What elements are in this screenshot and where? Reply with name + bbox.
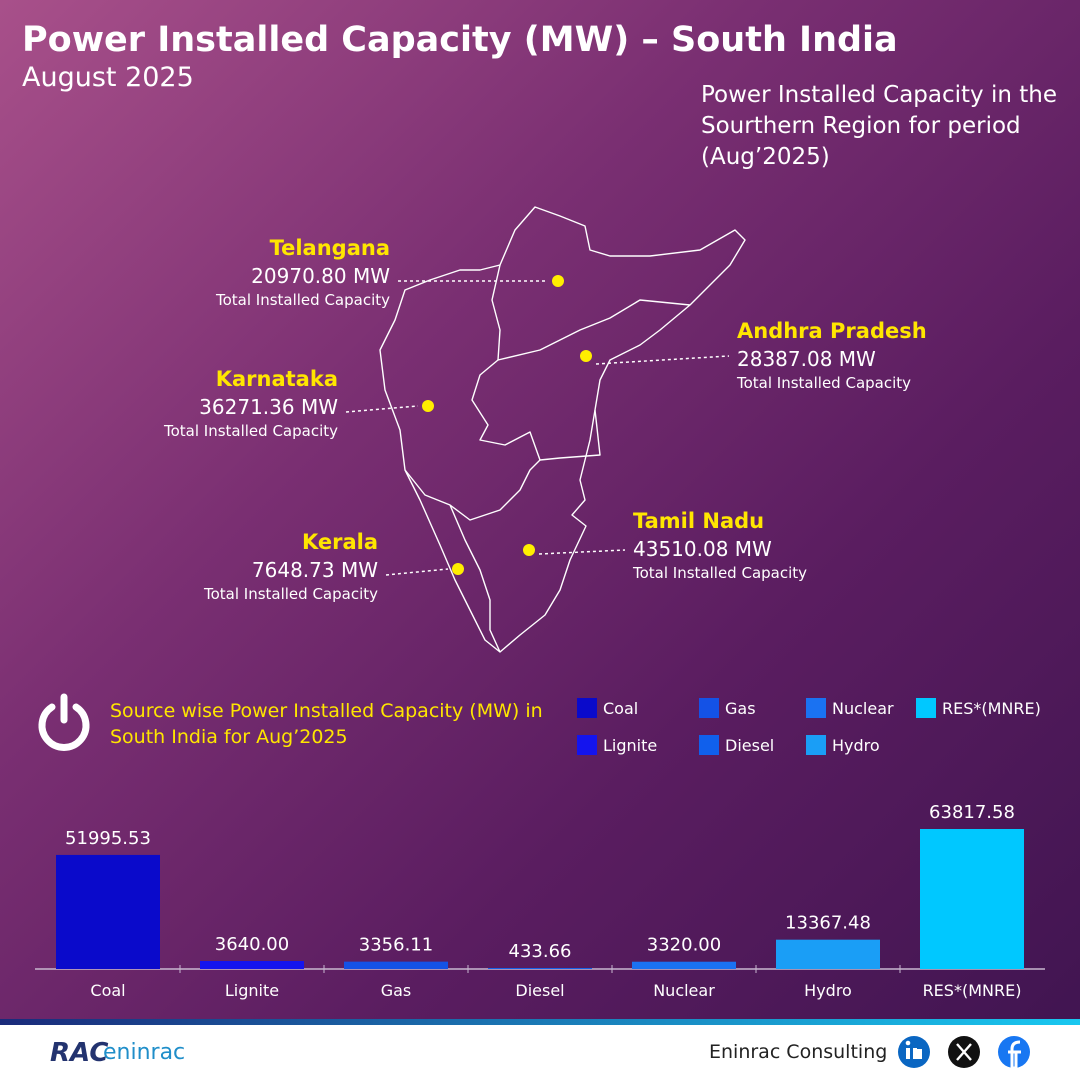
leader-line xyxy=(345,405,419,413)
state-name: Karnataka xyxy=(215,367,338,391)
state-name: Kerala xyxy=(301,530,378,554)
value-label: 13367.48 xyxy=(785,913,871,934)
bar xyxy=(200,961,304,969)
value-label: 63817.58 xyxy=(929,802,1015,823)
title: Power Installed Capacity (MW) – South In… xyxy=(22,20,898,60)
x-tick-label: Gas xyxy=(381,981,412,1000)
map-border xyxy=(491,264,691,361)
x-tick-label: Nuclear xyxy=(653,981,715,1000)
icon-glyph xyxy=(913,1048,917,1059)
logo-name: eninrac xyxy=(103,1040,186,1065)
bar xyxy=(344,961,448,969)
note: Power Installed Capacity in the Sourther… xyxy=(701,82,1057,170)
state-dot xyxy=(452,563,464,575)
x-tick-label: Diesel xyxy=(515,981,564,1000)
state-label: Total Installed Capacity xyxy=(215,291,390,309)
legend-swatch xyxy=(916,698,936,718)
state-dot xyxy=(523,544,535,556)
company: Eninrac Consulting xyxy=(709,1041,888,1063)
value-label: 3356.11 xyxy=(359,935,433,956)
logo-mark: RAC xyxy=(50,1038,109,1068)
map-outline xyxy=(379,206,746,653)
map xyxy=(379,206,746,653)
state-label: Total Installed Capacity xyxy=(203,585,378,603)
value-label: 3640.00 xyxy=(215,934,289,955)
leader-line xyxy=(538,549,626,555)
state-capacity: 36271.36 MW xyxy=(199,395,338,419)
value-label: 51995.53 xyxy=(65,828,151,849)
map-border xyxy=(471,359,601,461)
bar xyxy=(632,961,736,969)
state-name: Telangana xyxy=(269,236,390,260)
legend-label: Nuclear xyxy=(832,699,894,718)
value-label: 3320.00 xyxy=(647,935,721,956)
legend-label: Lignite xyxy=(603,736,657,755)
state-capacity: 28387.08 MW xyxy=(737,347,876,371)
legend-swatch xyxy=(577,735,597,755)
legend-label: Hydro xyxy=(832,736,880,755)
state-dot xyxy=(580,350,592,362)
legend-label: Gas xyxy=(725,699,756,718)
legend-swatch xyxy=(577,698,597,718)
bar xyxy=(56,854,160,969)
icon-glyph xyxy=(905,1040,911,1046)
state-dot xyxy=(552,275,564,287)
icon-glyph xyxy=(956,1043,972,1061)
state-capacity: 7648.73 MW xyxy=(251,558,378,582)
icon-glyph xyxy=(917,1049,922,1059)
bar xyxy=(776,939,880,969)
chart-title: Source wise Power Installed Capacity (MW… xyxy=(110,700,543,748)
legend-label: RES*(MNRE) xyxy=(942,699,1041,718)
value-label: 433.66 xyxy=(509,941,572,962)
x-tick-label: Hydro xyxy=(804,981,852,1000)
map-border xyxy=(404,459,541,521)
power-arc xyxy=(38,703,90,751)
state-name: Andhra Pradesh xyxy=(737,319,927,343)
legend-swatch xyxy=(699,735,719,755)
social-icons xyxy=(898,1036,1030,1070)
subtitle: August 2025 xyxy=(22,62,194,93)
state-dot xyxy=(422,400,434,412)
icon-glyph xyxy=(906,1048,910,1059)
x-tick-label: Coal xyxy=(90,981,125,1000)
state-capacity: 43510.08 MW xyxy=(633,537,772,561)
power-icon xyxy=(38,693,90,751)
leader-line xyxy=(385,568,449,576)
state-label: Total Installed Capacity xyxy=(163,422,338,440)
state-label: Total Installed Capacity xyxy=(633,564,808,582)
bar xyxy=(920,829,1024,969)
legend-swatch xyxy=(806,698,826,718)
footer-strip xyxy=(0,1019,1080,1025)
map-border xyxy=(449,504,501,653)
state-label: Total Installed Capacity xyxy=(737,374,912,392)
state-name: Tamil Nadu xyxy=(633,509,765,533)
bar xyxy=(488,968,592,969)
state-capacity: 20970.80 MW xyxy=(251,264,390,288)
legend-swatch xyxy=(806,735,826,755)
legend-label: Diesel xyxy=(725,736,774,755)
legend-swatch xyxy=(699,698,719,718)
x-tick-label: RES*(MNRE) xyxy=(923,981,1022,1000)
x-tick-label: Lignite xyxy=(225,981,279,1000)
icon-glyph xyxy=(1008,1040,1021,1070)
legend-label: Coal xyxy=(603,699,638,718)
leader-line xyxy=(595,355,730,365)
